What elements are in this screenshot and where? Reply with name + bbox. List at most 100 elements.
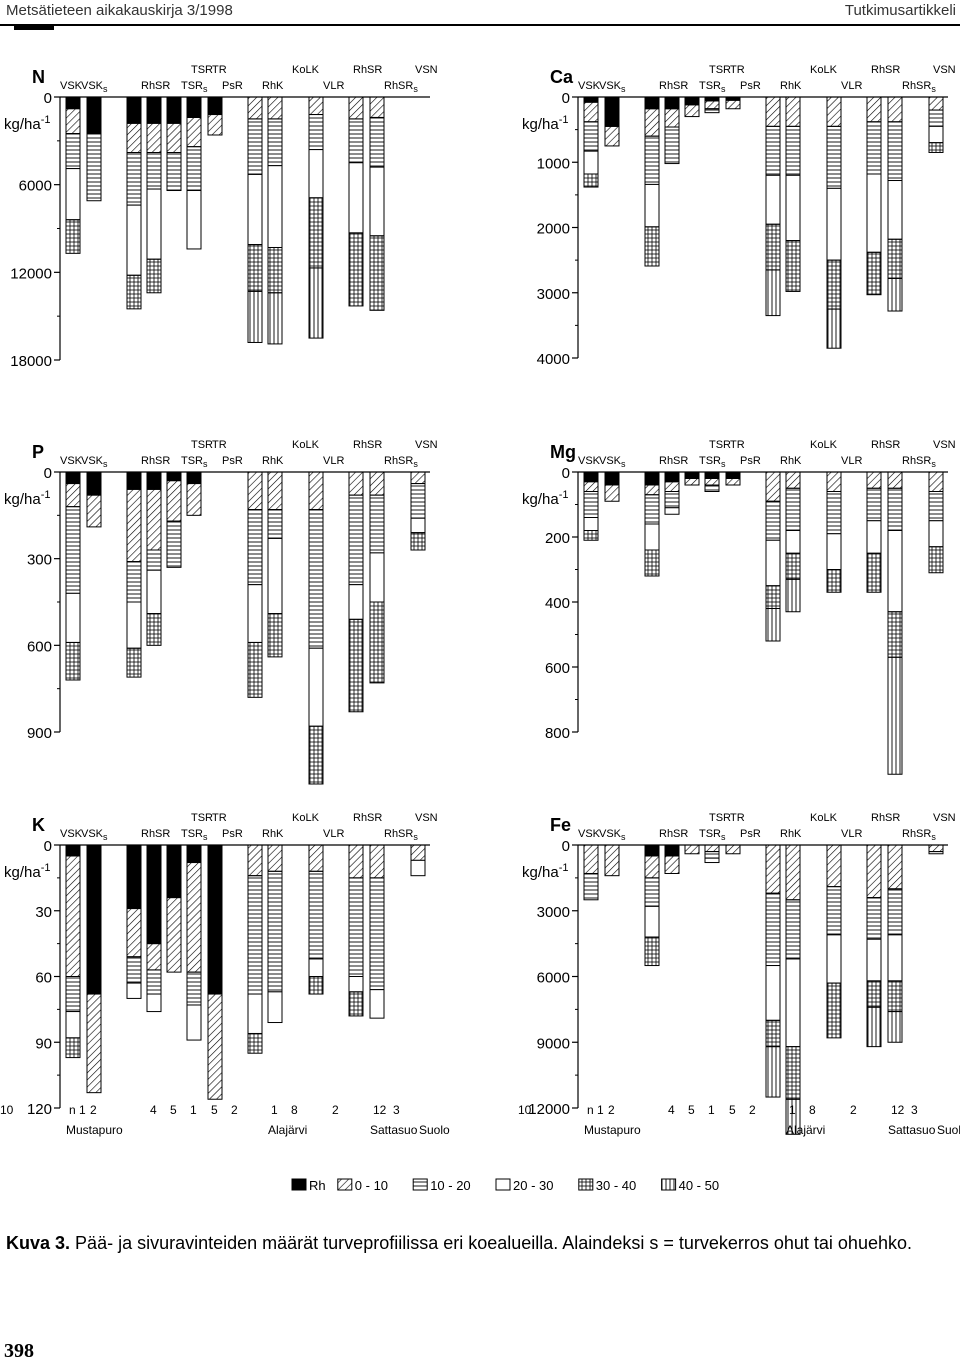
bar-segment-30-40 [866, 980, 882, 1008]
bar-segment-10-20 [866, 897, 882, 940]
bar [887, 844, 903, 1043]
bar-segment-30-40 [348, 991, 364, 1017]
legend-swatch [661, 1178, 677, 1191]
bar-segment-10-20 [664, 126, 680, 165]
y-tick-label: 30 [35, 904, 52, 921]
site-label-top: RhSR [871, 64, 900, 76]
bar [348, 844, 364, 1017]
y-tick-label: 18000 [10, 353, 52, 370]
bar-segment-40-50 [765, 608, 781, 642]
bar [725, 96, 741, 110]
bar [308, 471, 324, 785]
bar-segment-20-30 [887, 530, 903, 613]
bar-segment-10-20 [887, 487, 903, 531]
site-label-top: TSR [191, 64, 213, 76]
bar-segment-20-30 [826, 934, 842, 984]
bar-segment-30-40 [826, 982, 842, 1039]
bar-segment-20-30 [583, 150, 599, 175]
bar-segment-Rh [146, 471, 162, 490]
y-tick-label: 0 [44, 838, 52, 855]
bar-segment-0-10 [604, 844, 620, 877]
bar-segment-20-30 [146, 569, 162, 615]
bar-segment-20-30 [267, 537, 283, 615]
bar-segment-0-10 [866, 844, 882, 899]
site-label-top: VSN [933, 439, 956, 451]
bar-segment-20-30 [583, 517, 599, 531]
bar-segment-Rh [166, 96, 182, 124]
bar-segment-Rh [65, 96, 81, 110]
bar [65, 844, 81, 1059]
y-tick-label: 3000 [537, 286, 570, 303]
bar-segment-30-40 [65, 219, 81, 254]
site-label: PsR [222, 455, 243, 467]
y-tick-label: 90 [35, 1035, 52, 1052]
bar-segment-0-10 [247, 96, 263, 120]
site-label-top: VSN [415, 64, 438, 76]
bar-segment-0-10 [826, 471, 842, 492]
site-label: RhSRs [384, 828, 418, 842]
bar-segment-0-10 [86, 494, 102, 528]
site-label-top: RhSR [353, 439, 382, 451]
panel-ca: Ca 0 1000 2000 3000 4000 kg/ha-1 TSR TR KoLK RhSR V… [522, 64, 956, 368]
bar [785, 471, 801, 613]
unit-label: kg/ha-1 [522, 862, 568, 881]
bar-segment-40-50 [785, 1098, 801, 1135]
bar-segment-Rh [664, 471, 680, 483]
bar-segment-0-10 [866, 96, 882, 123]
bar-segment-20-30 [308, 958, 324, 978]
bar [928, 844, 944, 855]
bar-segment-Rh [186, 96, 202, 118]
bar-segment-Rh [583, 471, 599, 483]
bar [684, 844, 700, 855]
site-label: RhSRs [384, 455, 418, 469]
site-label-top: VSN [933, 812, 956, 824]
bar-segment-0-10 [785, 471, 801, 489]
bar-segment-20-30 [369, 166, 385, 237]
bar-segment-30-40 [765, 223, 781, 271]
bar-segment-Rh [126, 844, 142, 910]
bar-segment-0-10 [644, 855, 660, 879]
bar-segment-30-40 [247, 641, 263, 698]
unit-label: kg/ha-1 [4, 862, 50, 881]
site-label: VLR [323, 80, 344, 92]
bar [826, 96, 842, 349]
y-tick-label: 200 [545, 530, 570, 547]
site-label: PsR [222, 80, 243, 92]
panel-fe: Fe 0 3000 6000 9000 12000 kg/ha-1 TSR TR KoLK RhSR… [518, 812, 960, 1137]
bar-segment-20-30 [866, 173, 882, 253]
bar-segment-Rh [186, 844, 202, 864]
bar-segment-10-20 [826, 125, 842, 189]
page-number: 398 [4, 1340, 34, 1362]
bar-segment-20-30 [146, 993, 162, 1013]
site-label: RhSRs [902, 828, 936, 842]
bar-segment-Rh [704, 471, 720, 479]
site-label: PsR [740, 828, 761, 840]
bar [644, 471, 660, 577]
site-number: 2 [90, 1103, 97, 1117]
bar-segment-30-40 [126, 274, 142, 310]
legend-item: 10 - 20 [412, 1178, 471, 1193]
bar-segment-30-40 [369, 235, 385, 311]
element-label: K [32, 815, 45, 835]
bar-segment-30-40 [410, 532, 426, 551]
bar-segment-10-20 [644, 135, 660, 185]
bar-segment-10-20 [65, 976, 81, 1013]
site-label: VLR [841, 455, 862, 467]
bar [704, 96, 720, 114]
site-label: RhSR [659, 828, 688, 840]
bar [410, 471, 426, 551]
site-number: 12 [373, 1103, 387, 1117]
site-label: RhSRs [902, 80, 936, 94]
bar-segment-0-10 [166, 897, 182, 973]
bar [583, 96, 599, 188]
bar [644, 96, 660, 267]
legend-label: Rh [309, 1178, 326, 1193]
bar-segment-20-30 [308, 647, 324, 727]
legend-label: 40 - 50 [679, 1178, 719, 1193]
bar [928, 471, 944, 574]
bar-segment-10-20 [146, 549, 162, 571]
panel-p: P0 300 600 900 kg/ha-1 TSR TR KoLK RhSR VSN VSKVSK… [4, 439, 438, 785]
bar-segment-40-50 [887, 1011, 903, 1043]
area-label: Sattasuo [888, 1123, 936, 1137]
site-label: VLR [841, 828, 862, 840]
